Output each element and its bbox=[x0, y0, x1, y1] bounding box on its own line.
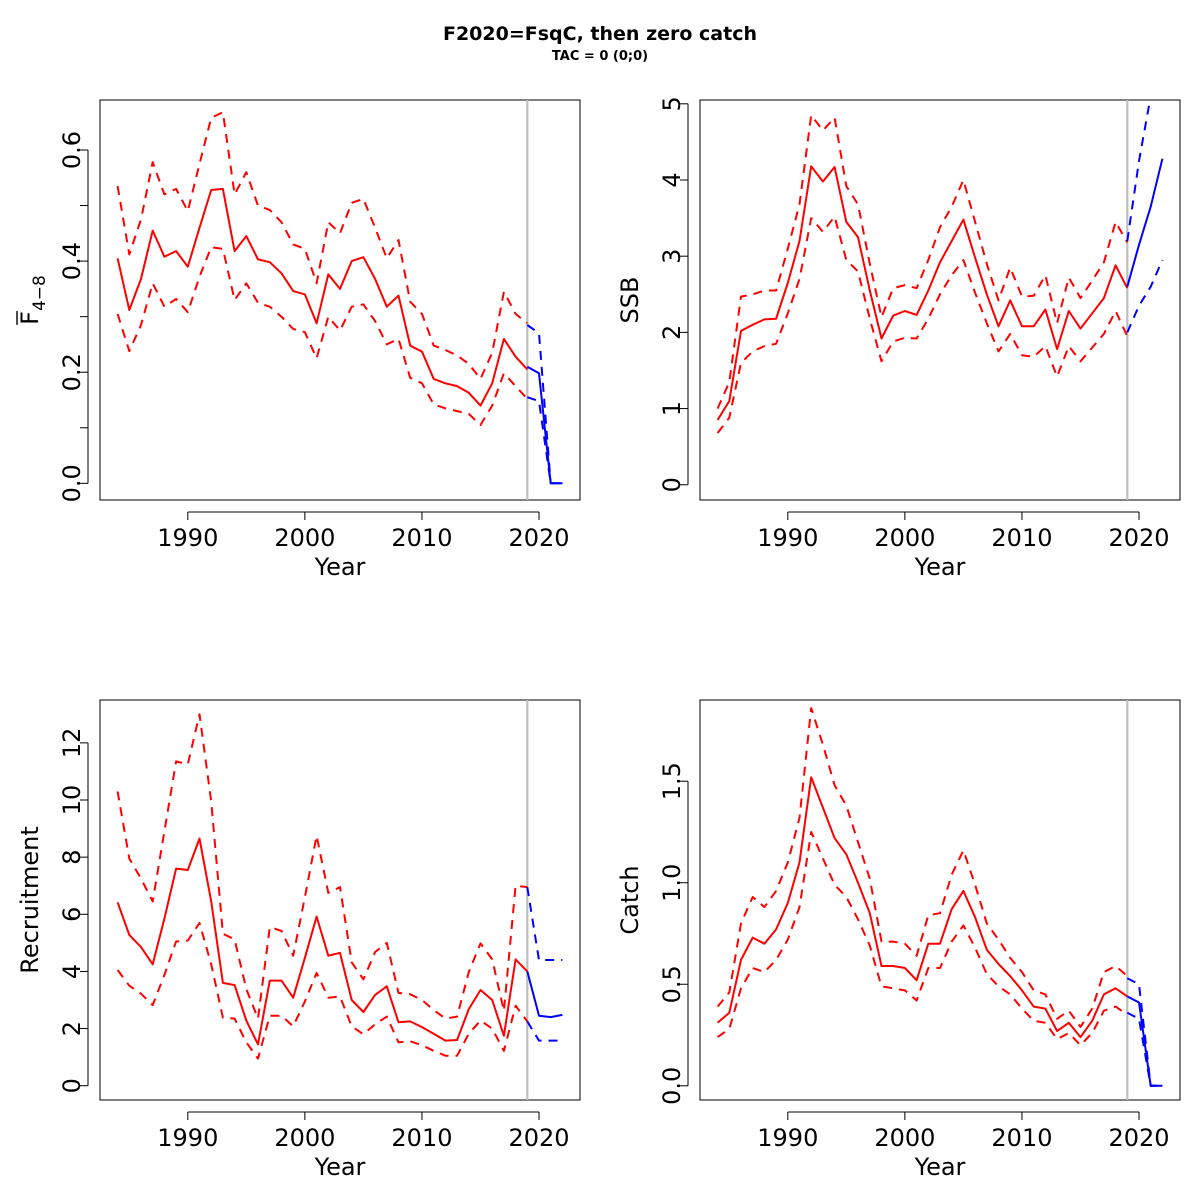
series-group bbox=[716, 707, 1163, 1087]
x-tick-label: 2020 bbox=[508, 524, 569, 552]
series-forecast-lower bbox=[526, 1020, 563, 1042]
series-forecast-lower bbox=[526, 396, 563, 485]
series-forecast-upper bbox=[526, 324, 563, 485]
series-historical-upper bbox=[716, 707, 1128, 1028]
x-tick-label: 2000 bbox=[874, 1124, 935, 1152]
y-tick-label: 1.5 bbox=[658, 762, 686, 800]
series-forecast-median bbox=[1126, 158, 1164, 287]
panel-recruitment: 1990 2000 2010 2020 Year 0 2 4 6 8 10 12 Recruitment bbox=[16, 699, 581, 1181]
plot-frame bbox=[99, 699, 581, 1101]
series-historical-median bbox=[116, 187, 529, 407]
series-forecast-upper bbox=[1126, 977, 1163, 1087]
y-tick-label: 10 bbox=[58, 785, 86, 816]
series-forecast-upper bbox=[526, 886, 563, 961]
series-historical-lower bbox=[717, 831, 1128, 1047]
series-group bbox=[116, 713, 563, 1060]
series-forecast-median bbox=[526, 365, 563, 485]
series-historical-upper bbox=[116, 713, 528, 1020]
x-tick-label: 2010 bbox=[391, 1124, 452, 1152]
y-axis-title: SSB bbox=[616, 277, 644, 324]
x-axis-title: Year bbox=[314, 1153, 366, 1181]
x-tick-label: 2020 bbox=[508, 1124, 569, 1152]
series-historical-median bbox=[716, 165, 1129, 421]
y-axis-title-main: Recruitment bbox=[16, 826, 44, 973]
y-axis-title-main: Catch bbox=[616, 865, 644, 934]
x-tick-label: 2000 bbox=[274, 524, 335, 552]
y-axis-title: Recruitment bbox=[16, 826, 44, 973]
y-axis-title-subscript: 4−8 bbox=[30, 275, 50, 311]
y-tick-label: 0.4 bbox=[58, 242, 86, 280]
panel-catch: 1990 2000 2010 2020 Year 0.0 0.5 1.0 1.5 Catch bbox=[616, 699, 1181, 1181]
series-historical-lower bbox=[116, 921, 529, 1060]
x-axis-title: Year bbox=[914, 1153, 966, 1181]
panel-fbar: 1990 2000 2010 2020 Year 0.0 0.2 0.4 0.6 F4−8 bbox=[16, 99, 581, 581]
series-historical-lower bbox=[716, 215, 1129, 434]
y-tick-label: 0.0 bbox=[58, 464, 86, 502]
y-tick-label: 12 bbox=[58, 728, 86, 759]
x-tick-label: 2020 bbox=[1108, 1124, 1169, 1152]
y-axis-title-main: F bbox=[16, 311, 44, 325]
series-group bbox=[716, 100, 1164, 434]
series-forecast-median bbox=[526, 971, 563, 1019]
y-tick-label: 3 bbox=[658, 249, 686, 264]
y-tick-label: 1 bbox=[658, 401, 686, 416]
x-tick-label: 1990 bbox=[157, 1124, 218, 1152]
figure-title: F2020=FsqC, then zero catch bbox=[443, 23, 757, 45]
y-axis-title: F4−8 bbox=[16, 275, 50, 325]
y-tick-label: 0.5 bbox=[658, 965, 686, 1003]
series-forecast-lower bbox=[1126, 1011, 1163, 1087]
x-tick-label: 1990 bbox=[757, 524, 818, 552]
x-tick-label: 1990 bbox=[157, 524, 218, 552]
y-tick-label: 4 bbox=[58, 964, 86, 979]
x-tick-label: 2000 bbox=[874, 524, 935, 552]
series-historical-lower bbox=[116, 246, 529, 426]
series-historical-median bbox=[116, 837, 529, 1046]
y-tick-label: 0 bbox=[58, 1078, 86, 1093]
x-axis-title: Year bbox=[314, 553, 366, 581]
y-tick-label: 0.6 bbox=[58, 131, 86, 169]
y-tick-label: 5 bbox=[658, 96, 686, 111]
x-tick-label: 2020 bbox=[1108, 524, 1169, 552]
x-tick-label: 2010 bbox=[991, 1124, 1052, 1152]
series-group bbox=[116, 111, 563, 485]
x-axis-title: Year bbox=[914, 553, 966, 581]
series-historical-upper bbox=[716, 114, 1129, 410]
y-tick-label: 6 bbox=[58, 907, 86, 922]
y-tick-label: 0 bbox=[658, 477, 686, 492]
x-tick-label: 2010 bbox=[391, 524, 452, 552]
x-tick-label: 1990 bbox=[757, 1124, 818, 1152]
plot-frame bbox=[699, 699, 1181, 1101]
series-forecast-upper bbox=[1126, 100, 1152, 242]
plot-frame bbox=[99, 99, 581, 501]
panel-ssb: 1990 2000 2010 2020 Year 0 1 2 3 4 5 SSB bbox=[616, 96, 1181, 581]
series-forecast-lower bbox=[1126, 259, 1164, 333]
x-tick-label: 2000 bbox=[274, 1124, 335, 1152]
y-tick-label: 2 bbox=[58, 1021, 86, 1036]
y-axis-title-main: SSB bbox=[616, 277, 644, 324]
x-tick-label: 2010 bbox=[991, 524, 1052, 552]
plot-frame bbox=[699, 99, 1181, 501]
series-historical-median bbox=[716, 776, 1128, 1039]
y-tick-label: 1.0 bbox=[658, 864, 686, 902]
series-historical-upper bbox=[116, 111, 528, 380]
y-tick-label: 8 bbox=[58, 850, 86, 865]
y-tick-label: 4 bbox=[658, 172, 686, 187]
y-tick-label: 0.2 bbox=[58, 353, 86, 391]
y-axis-title: Catch bbox=[616, 865, 644, 934]
y-tick-label: 2 bbox=[658, 325, 686, 340]
y-tick-label: 0.0 bbox=[658, 1067, 686, 1105]
figure-subtitle: TAC = 0 (0;0) bbox=[552, 49, 648, 64]
